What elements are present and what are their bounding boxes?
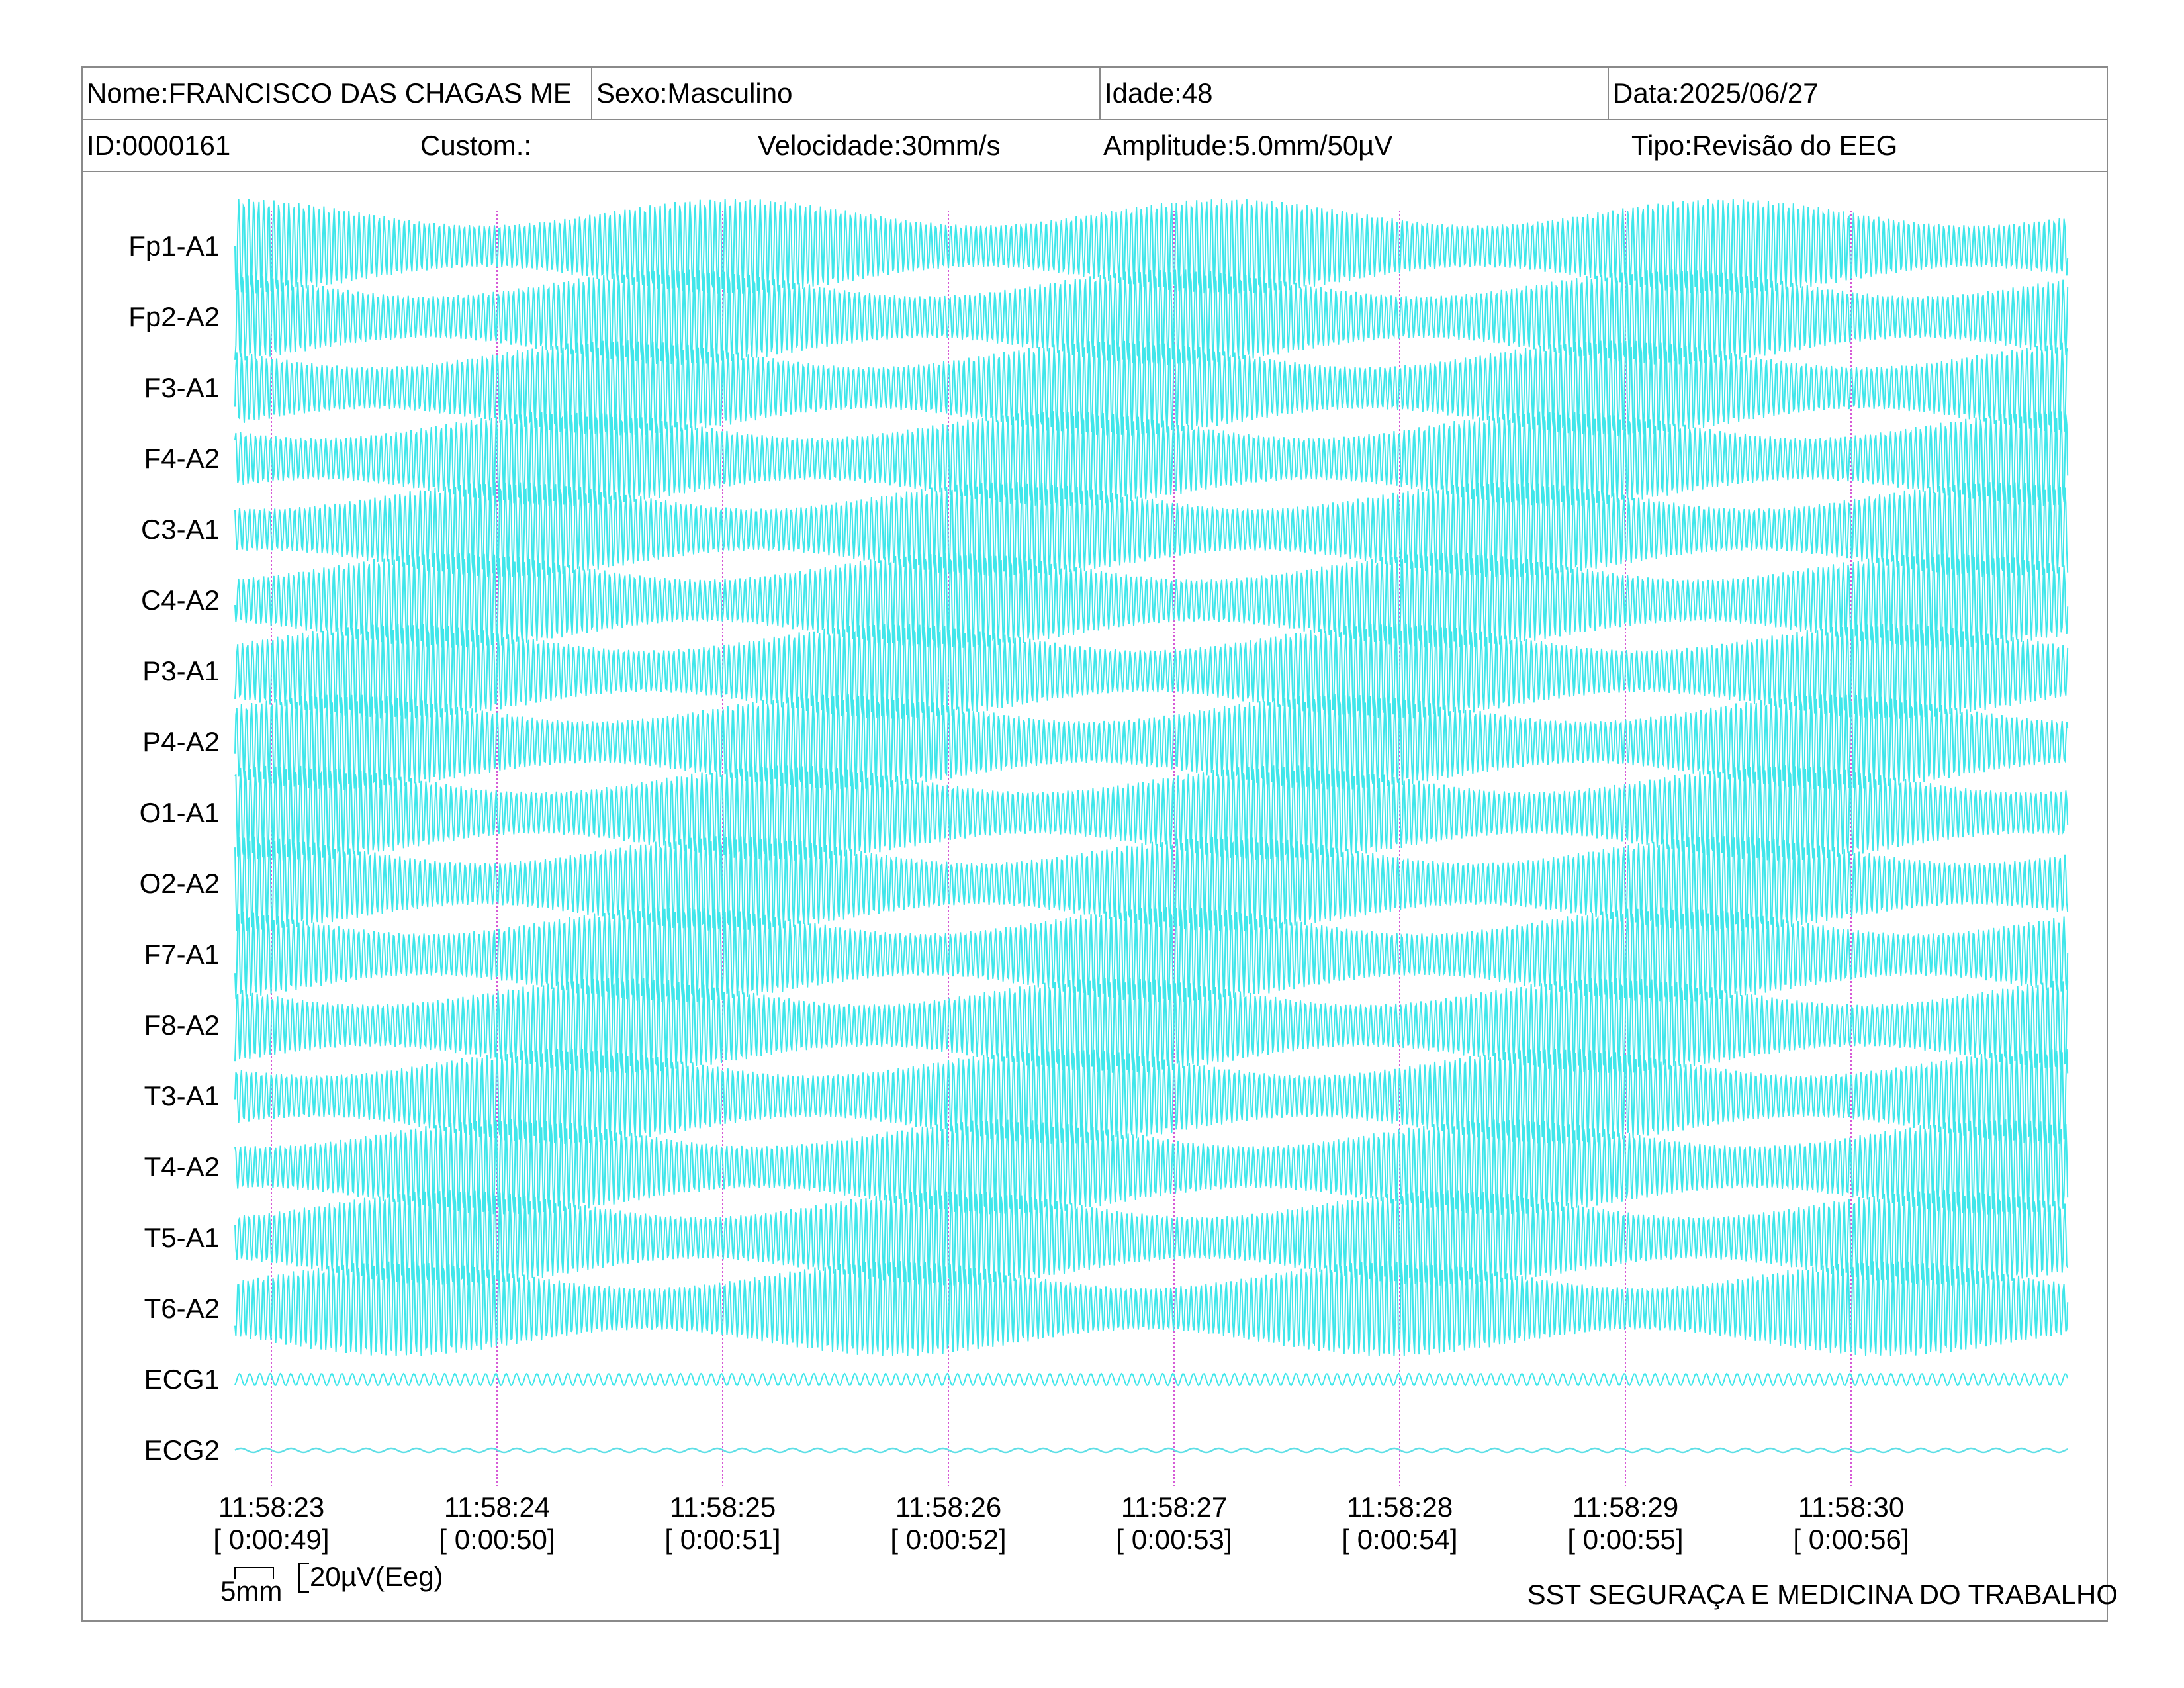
calibration-marks xyxy=(234,1563,309,1593)
exam-type: Tipo:Revisão do EEG xyxy=(1631,130,1898,161)
amplitude-setting: Amplitude:5.0mm/50µV xyxy=(1103,130,1393,161)
time-clock-label: 11:58:28 xyxy=(1347,1491,1453,1523)
trace-fp1-a1 xyxy=(234,199,2069,294)
time-clock-label: 11:58:23 xyxy=(218,1491,324,1523)
eeg-report-sheet: Nome:FRANCISCO DAS CHAGAS ME Sexo:Mascul… xyxy=(81,66,2108,1622)
trace-p4-a2 xyxy=(234,694,2069,790)
time-axis-labels: 11:58:23[ 0:00:49] 11:58:24[ 0:00:50] 11:5… xyxy=(213,1491,1909,1555)
time-clock-label: 11:58:30 xyxy=(1798,1491,1904,1523)
exam-date: Data:2025/06/27 xyxy=(1608,68,2107,119)
channel-label-t4-a2: T4-A2 xyxy=(144,1151,220,1182)
paper-speed: Velocidade:30mm/s xyxy=(758,130,1001,161)
channel-label-o1-a1: O1-A1 xyxy=(140,797,220,828)
time-elapsed-label: [ 0:00:53] xyxy=(1116,1524,1232,1555)
channel-label-t5-a1: T5-A1 xyxy=(144,1222,220,1253)
amplitude-calibration-label: 20µV(Eeg) xyxy=(310,1561,443,1592)
trace-f8-a2 xyxy=(234,978,2069,1073)
trace-c4-a2 xyxy=(234,553,2069,648)
trace-o2-a2 xyxy=(234,836,2069,931)
time-clock-label: 11:58:24 xyxy=(444,1491,550,1523)
time-elapsed-label: [ 0:00:55] xyxy=(1567,1524,1683,1555)
header-row-patient: Nome:FRANCISCO DAS CHAGAS ME Sexo:Mascul… xyxy=(83,68,2107,120)
company-footer: SST SEGURAÇA E MEDICINA DO TRABALHO xyxy=(1527,1579,2118,1610)
trace-ecg1 xyxy=(234,1372,2069,1387)
channel-label-f3-a1: F3-A1 xyxy=(144,372,220,403)
time-calibration-label: 5mm xyxy=(220,1575,283,1607)
patient-name: Nome:FRANCISCO DAS CHAGAS ME xyxy=(87,77,572,109)
header-row-exam: ID:0000161 Custom.: Velocidade:30mm/s Am… xyxy=(83,120,2107,172)
channel-labels: Fp1-A1 Fp2-A2 F3-A1 F4-A2 C3-A1 C4-A2 P3-A1 P4-… xyxy=(128,230,220,1466)
patient-age: Idade:48 xyxy=(1099,68,1608,119)
patient-sex: Sexo:Masculino xyxy=(591,68,1099,119)
time-elapsed-label: [ 0:00:51] xyxy=(664,1524,780,1555)
channel-label-fp2-a2: Fp2-A2 xyxy=(128,301,220,332)
amplitude-calibration-bracket xyxy=(298,1563,309,1593)
channel-label-c4-a2: C4-A2 xyxy=(141,585,220,616)
channel-label-f7-a1: F7-A1 xyxy=(144,939,220,970)
time-clock-label: 11:58:27 xyxy=(1121,1491,1227,1523)
time-clock-label: 11:58:26 xyxy=(895,1491,1001,1523)
patient-id: ID:0000161 xyxy=(87,130,231,161)
time-calibration-bracket xyxy=(234,1567,274,1579)
trace-p3-a1 xyxy=(234,624,2069,719)
channel-label-f4-a2: F4-A2 xyxy=(144,443,220,474)
trace-fp2-a2 xyxy=(234,269,2069,365)
time-elapsed-label: [ 0:00:56] xyxy=(1793,1524,1909,1555)
channel-label-ecg2: ECG2 xyxy=(144,1434,220,1466)
trace-t3-a1 xyxy=(234,1048,2069,1145)
trace-t4-a2 xyxy=(234,1119,2069,1215)
channel-label-o2-a2: O2-A2 xyxy=(140,868,220,899)
trace-f4-a2 xyxy=(234,411,2069,506)
channel-label-c3-a1: C3-A1 xyxy=(141,514,220,545)
channel-label-fp1-a1: Fp1-A1 xyxy=(128,230,220,261)
channel-label-f8-a2: F8-A2 xyxy=(144,1009,220,1041)
time-clock-label: 11:58:25 xyxy=(670,1491,776,1523)
time-elapsed-label: [ 0:00:50] xyxy=(439,1524,555,1555)
trace-f7-a1 xyxy=(234,906,2069,1003)
trace-o1-a1 xyxy=(234,765,2069,861)
trace-ecg2 xyxy=(234,1447,2068,1454)
time-clock-label: 11:58:29 xyxy=(1572,1491,1678,1523)
custom-field: Custom.: xyxy=(420,130,532,161)
time-elapsed-label: [ 0:00:52] xyxy=(890,1524,1006,1555)
time-elapsed-label: [ 0:00:54] xyxy=(1342,1524,1457,1555)
trace-t6-a2 xyxy=(234,1260,2069,1357)
channel-label-p4-a2: P4-A2 xyxy=(142,726,220,757)
channel-label-p3-a1: P3-A1 xyxy=(142,655,220,686)
channel-label-t6-a2: T6-A2 xyxy=(144,1293,220,1324)
trace-t5-a1 xyxy=(234,1190,2069,1286)
channel-label-ecg1: ECG1 xyxy=(144,1364,220,1395)
trace-f3-a1 xyxy=(234,340,2069,436)
trace-c3-a1 xyxy=(234,481,2069,578)
channel-label-t3-a1: T3-A1 xyxy=(144,1080,220,1111)
eeg-traces xyxy=(234,199,2069,1454)
time-elapsed-label: [ 0:00:49] xyxy=(213,1524,329,1555)
